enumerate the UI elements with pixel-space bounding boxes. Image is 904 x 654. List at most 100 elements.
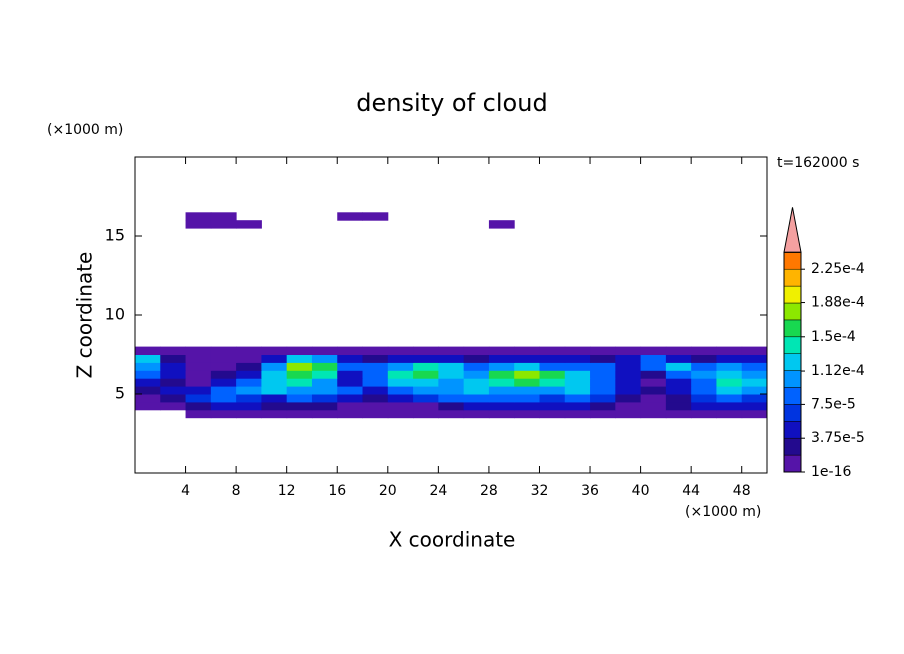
contour-cell <box>337 346 364 355</box>
contour-cell <box>286 401 313 411</box>
contour-cell <box>463 386 490 395</box>
colorbar-extend <box>783 207 802 253</box>
colorbar-tick-label: 1e-16 <box>811 464 851 480</box>
contour-cell <box>311 409 338 419</box>
contour-cell <box>210 370 237 379</box>
contour-cell <box>286 386 313 395</box>
contour-cell <box>514 409 540 419</box>
contour-cell <box>463 394 490 403</box>
contour-cell <box>286 378 313 387</box>
contour-cell <box>362 378 389 387</box>
colorbar-band <box>783 353 802 371</box>
x-tick-label: 40 <box>632 483 650 499</box>
contour-cell <box>387 409 414 419</box>
contour-cell <box>135 386 161 395</box>
contour-cell <box>488 220 515 229</box>
contour-cell <box>665 370 692 379</box>
x-tick-label: 20 <box>379 483 397 499</box>
x-axis-label: X coordinate <box>389 528 516 552</box>
contour-cell <box>261 346 288 355</box>
contour-cell <box>236 378 262 387</box>
contour-cell <box>438 346 465 355</box>
contour-cell <box>716 378 743 387</box>
contour-cell <box>590 370 616 379</box>
contour-cell <box>413 401 439 411</box>
contour-cell <box>691 394 717 403</box>
contour-cell <box>337 354 364 363</box>
contour-cell <box>615 386 642 395</box>
y-axis-label: Z coordinate <box>73 252 97 379</box>
contour-cell <box>438 378 465 387</box>
colorbar-band <box>783 302 802 321</box>
contour-cell <box>135 401 161 411</box>
contour-cell <box>741 394 768 403</box>
contour-cell <box>387 354 414 363</box>
contour-cell <box>286 370 313 379</box>
contour-cell <box>286 394 313 403</box>
contour-cell <box>716 401 743 411</box>
x-tick-label: 4 <box>181 483 190 499</box>
contour-cell <box>691 354 717 363</box>
contour-cell <box>514 401 540 411</box>
contour-cell <box>362 394 389 403</box>
contour-cell <box>665 362 692 371</box>
contour-cell <box>337 394 364 403</box>
contour-cell <box>210 346 237 355</box>
contour-cell <box>463 370 490 379</box>
contour-cell <box>135 362 161 371</box>
contour-cell <box>539 346 566 355</box>
contour-cell <box>716 386 743 395</box>
contour-cell <box>210 386 237 395</box>
contour-cell <box>185 346 212 355</box>
contour-cell <box>564 346 591 355</box>
contour-cell <box>311 401 338 411</box>
contour-cell <box>615 409 642 419</box>
contour-cell <box>362 370 389 379</box>
contour-cell <box>691 346 717 355</box>
contour-cell <box>741 346 768 355</box>
plot-frame <box>134 156 768 474</box>
contour-cell <box>337 370 364 379</box>
colorbar-band <box>783 421 802 439</box>
colorbar-tick-label: 2.25e-4 <box>811 261 865 277</box>
contour-cell <box>387 362 414 371</box>
contour-cell <box>741 378 768 387</box>
contour-cell <box>387 401 414 411</box>
contour-cell <box>311 386 338 395</box>
colorbar-band <box>783 387 802 405</box>
contour-cell <box>311 378 338 387</box>
colorbar-band <box>783 437 802 456</box>
colorbar-band <box>783 454 802 473</box>
contour-cell <box>185 212 212 221</box>
contour-cell <box>564 394 591 403</box>
contour-cell <box>261 409 288 419</box>
contour-cell <box>438 401 465 411</box>
y-tick-label: 15 <box>105 226 125 245</box>
colorbar-band <box>783 319 802 338</box>
contour-cell <box>261 378 288 387</box>
contour-cell <box>488 362 515 371</box>
contour-cell <box>185 394 212 403</box>
contour-cell <box>463 346 490 355</box>
contour-cell <box>514 378 540 387</box>
colorbar-tick-label: 1.88e-4 <box>811 295 865 311</box>
contour-cell <box>665 401 692 411</box>
contour-cell <box>640 378 667 387</box>
contour-cell <box>362 409 389 419</box>
contour-cell <box>640 346 667 355</box>
contour-cell <box>615 394 642 403</box>
colorbar-tick-label: 7.5e-5 <box>811 396 856 412</box>
x-tick-label: 44 <box>682 483 700 499</box>
contour-cell <box>564 401 591 411</box>
contour-cell <box>590 409 616 419</box>
contour-cell <box>362 362 389 371</box>
contour-cell <box>488 409 515 419</box>
contour-cell <box>185 409 212 419</box>
contour-cell <box>236 370 262 379</box>
contour-cell <box>185 354 212 363</box>
contour-cell <box>261 370 288 379</box>
y-tick-label: 5 <box>115 384 125 403</box>
contour-cell <box>185 378 212 387</box>
contour-cell <box>236 346 262 355</box>
